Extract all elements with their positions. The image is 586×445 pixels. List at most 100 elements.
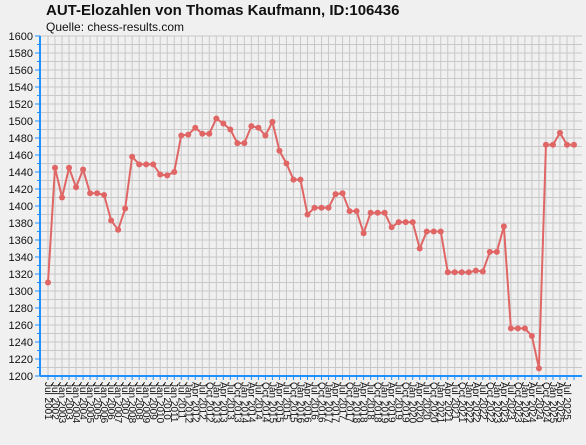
data-point xyxy=(108,217,115,224)
x-tick-label: Jul 2011 xyxy=(175,382,186,420)
y-tick-label: 1220 xyxy=(9,354,33,366)
x-tick-label: Apr 2020 xyxy=(414,382,425,423)
data-point xyxy=(262,132,269,139)
x-tick-label: Jul 2001 xyxy=(42,382,53,420)
data-point xyxy=(129,153,136,160)
x-tick-label: Jan 2024 xyxy=(519,382,530,424)
data-point xyxy=(339,190,346,197)
data-point xyxy=(388,224,395,231)
data-point xyxy=(115,226,122,233)
x-tick-label: Jan 2016 xyxy=(294,382,305,424)
x-tick-label: Jan 2021 xyxy=(435,382,446,424)
data-point xyxy=(556,129,563,136)
data-point xyxy=(430,228,437,235)
data-point xyxy=(101,191,108,198)
x-tick-label: Jan 2015 xyxy=(266,382,277,424)
data-point xyxy=(493,248,500,255)
x-tick-label: Apr 2016 xyxy=(301,382,312,423)
data-point xyxy=(311,204,318,211)
data-point xyxy=(304,211,311,218)
data-point xyxy=(325,204,332,211)
y-tick-label: 1260 xyxy=(9,320,33,332)
data-point xyxy=(213,115,220,122)
x-tick-label: Jul 2008 xyxy=(133,382,144,420)
data-point xyxy=(402,219,409,226)
y-tick-label: 1240 xyxy=(9,337,33,349)
data-point xyxy=(346,208,353,215)
x-tick-label: Jan 2014 xyxy=(238,382,249,424)
x-tick-label: Jan 2011 xyxy=(168,382,179,423)
data-point xyxy=(150,161,157,168)
data-point xyxy=(80,166,87,173)
data-point xyxy=(500,223,507,230)
y-tick-label: 1320 xyxy=(9,269,33,281)
x-tick-label: Jul 2020 xyxy=(421,382,432,420)
chart-title: AUT-Elozahlen von Thomas Kaufmann, ID:10… xyxy=(46,2,400,19)
data-point xyxy=(171,169,178,175)
data-point xyxy=(479,268,486,275)
x-tick-label: Oct 2022 xyxy=(484,382,495,423)
x-tick-label: Jul 2016 xyxy=(309,382,320,420)
data-point xyxy=(143,161,150,168)
x-tick-label: Oct 2017 xyxy=(344,382,355,423)
data-point xyxy=(381,209,388,216)
x-tick-label: Jan 2019 xyxy=(379,382,390,424)
data-point xyxy=(220,120,227,127)
data-point xyxy=(87,190,94,197)
data-point xyxy=(437,228,444,235)
data-point xyxy=(549,141,556,148)
data-point xyxy=(507,325,514,332)
x-tick-label: Apr 2017 xyxy=(330,382,341,423)
y-tick-label: 1200 xyxy=(9,371,33,383)
series-line xyxy=(47,116,574,369)
x-tick-label: Jul 2013 xyxy=(224,382,235,420)
x-tick-label: Jan 2003 xyxy=(56,382,67,424)
data-point xyxy=(563,141,570,148)
data-point xyxy=(465,269,472,276)
data-point xyxy=(206,130,213,137)
data-point xyxy=(234,140,241,147)
data-point xyxy=(290,176,297,183)
y-tick-label: 1300 xyxy=(9,286,33,298)
data-point xyxy=(458,269,465,276)
data-point xyxy=(248,123,255,130)
x-tick-label: Apr 2022 xyxy=(470,382,481,423)
x-tick-label: Jul 2015 xyxy=(280,382,291,420)
data-point xyxy=(374,209,381,216)
x-tick-label: Jul 2002 xyxy=(49,382,60,420)
x-tick-label: Jul 2004 xyxy=(77,382,88,420)
y-tick-label: 1460 xyxy=(9,150,33,162)
x-tick-label: Jan 2013 xyxy=(210,382,221,424)
y-tick-label: 1400 xyxy=(9,201,33,213)
data-point xyxy=(514,325,521,332)
x-tick-label: Jan 2018 xyxy=(351,382,362,424)
y-axis: 1200 1220 1240 1260 1280 1300 1320 1340 1360 1380… xyxy=(9,31,41,383)
data-point xyxy=(164,172,171,179)
x-tick-label: Jan 2008 xyxy=(126,382,137,424)
grid-lines xyxy=(40,35,582,377)
x-tick-label: Jul 2021 xyxy=(449,382,460,420)
y-tick-label: 1380 xyxy=(9,218,33,230)
data-point xyxy=(486,248,493,255)
x-tick-label: Jul 2014 xyxy=(252,382,263,420)
x-tick-label: Jul 2012 xyxy=(196,382,207,420)
y-tick-label: 1420 xyxy=(9,184,33,196)
x-tick-label: Jan 2022 xyxy=(463,382,474,424)
data-point xyxy=(255,124,262,131)
data-point xyxy=(416,245,423,252)
x-tick-label: Jan 2025 xyxy=(547,382,558,424)
x-tick-label: Jan 2007 xyxy=(112,382,123,424)
data-point xyxy=(241,140,248,147)
x-tick-label: Jan 2009 xyxy=(140,382,151,424)
x-tick-label: Jan 2006 xyxy=(98,382,109,424)
series-elo xyxy=(45,115,577,372)
data-point xyxy=(353,208,360,215)
x-tick-label: Jul 2023 xyxy=(505,382,516,420)
x-tick-label: Oct 2023 xyxy=(512,382,523,423)
y-tick-label: 1480 xyxy=(9,133,33,145)
data-point xyxy=(66,164,73,171)
x-tick-label: Jul 2010 xyxy=(161,382,172,420)
data-point xyxy=(367,209,374,216)
